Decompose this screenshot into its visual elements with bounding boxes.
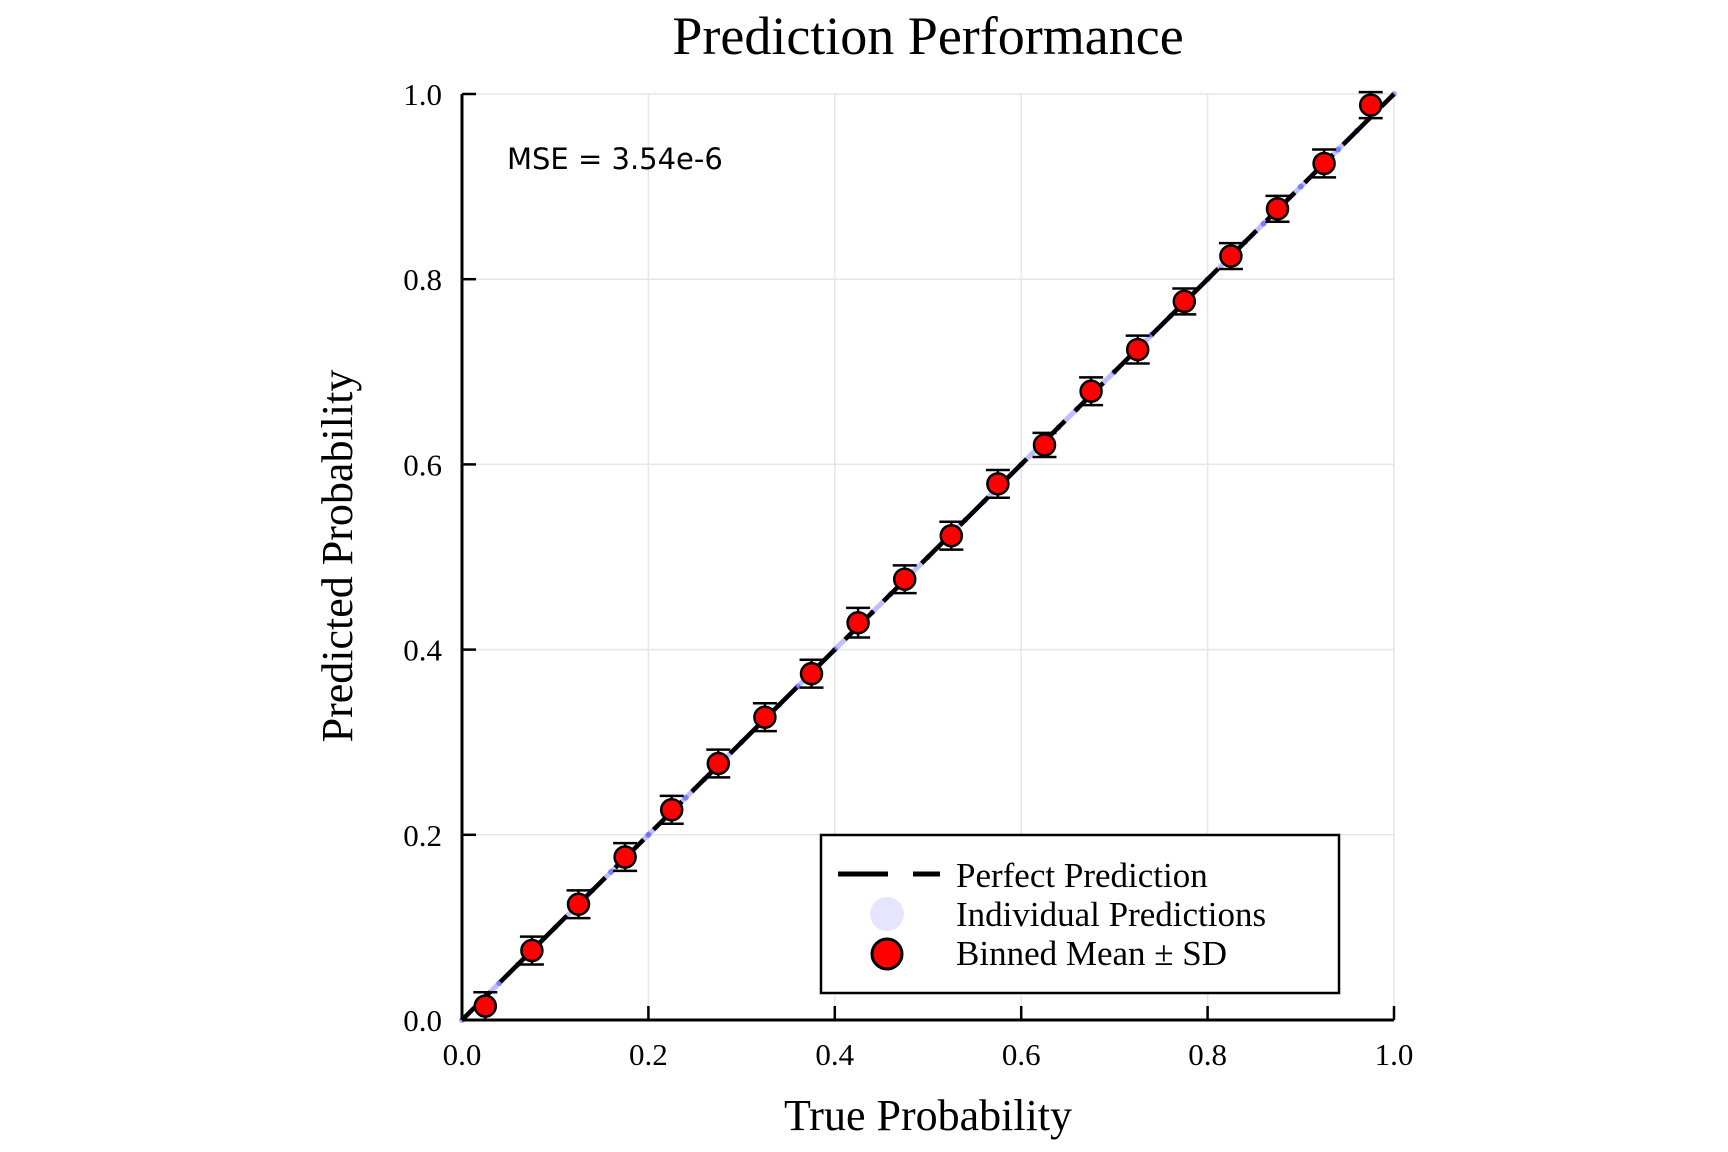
- binned-mean-point: [566, 892, 591, 916]
- x-axis-label: True Probability: [784, 1091, 1072, 1140]
- x-tick-label: 0.2: [629, 1037, 668, 1072]
- binned-mean-point: [753, 705, 777, 729]
- legend-marker-binned-mean: [870, 937, 904, 971]
- binned-mean-point: [846, 610, 870, 635]
- y-tick-label: 1.0: [403, 77, 442, 112]
- y-tick-label: 0.6: [403, 447, 442, 482]
- binned-mean-point: [892, 567, 917, 591]
- binned-mean-point: [659, 798, 684, 822]
- axes: 0.0 0.2 0.4 0.6 0.8 1.0 0.0 0.2 0.4 0.6 0.8 1.0: [403, 77, 1413, 1072]
- grid: [461, 93, 1395, 1021]
- binned-mean-point: [613, 845, 637, 869]
- chart-title: Prediction Performance: [672, 6, 1183, 66]
- binned-mean-point: [1312, 151, 1336, 176]
- binned-mean-point: [939, 523, 964, 548]
- y-tick-label: 0.8: [403, 262, 442, 297]
- binned-mean-point: [1358, 93, 1383, 117]
- binned-mean-point: [1032, 433, 1057, 457]
- binned-mean-point: [1172, 289, 1197, 314]
- y-tick-label: 0.4: [403, 633, 442, 668]
- x-tick-label: 0.8: [1188, 1037, 1227, 1072]
- legend-label-perfect-prediction: Perfect Prediction: [956, 856, 1208, 895]
- binned-mean-point: [1265, 197, 1290, 221]
- binned-mean-point: [986, 472, 1010, 496]
- x-tick-label: 0.6: [1002, 1037, 1041, 1072]
- binned-mean-point: [1219, 244, 1243, 268]
- legend-box: [819, 833, 1341, 995]
- y-axis-label: Predicted Probability: [313, 370, 362, 743]
- binned-mean-point: [706, 751, 731, 776]
- individual-prediction-point: [1260, 220, 1267, 227]
- legend-label-individual-predictions: Individual Predictions: [956, 895, 1266, 934]
- binned-mean-point: [799, 661, 824, 686]
- legend: Perfect Prediction Individual Prediction…: [819, 833, 1341, 995]
- x-tick-label: 1.0: [1375, 1037, 1414, 1072]
- mse-annotation: MSE = 3.54e-6: [507, 142, 723, 176]
- individual-prediction-point: [645, 831, 652, 838]
- individual-prediction-point: [682, 794, 689, 801]
- x-tick-label: 0.0: [443, 1037, 482, 1072]
- individual-prediction-point: [1297, 183, 1304, 190]
- individual-prediction-point: [608, 868, 615, 875]
- x-tick-label: 0.4: [815, 1037, 854, 1072]
- individual-prediction-point: [1335, 146, 1342, 153]
- binned-mean-point: [520, 938, 544, 963]
- y-tick-label: 0.2: [403, 818, 442, 853]
- y-tick-label: 0.0: [403, 1003, 442, 1038]
- legend-marker-individual-predictions: [870, 897, 904, 931]
- legend-label-binned-mean: Binned Mean ± SD: [956, 934, 1227, 973]
- binned-mean-point: [473, 994, 498, 1018]
- binned-mean-point: [1125, 337, 1150, 362]
- binned-mean-point: [1079, 379, 1103, 403]
- series-layer: [459, 90, 1397, 1023]
